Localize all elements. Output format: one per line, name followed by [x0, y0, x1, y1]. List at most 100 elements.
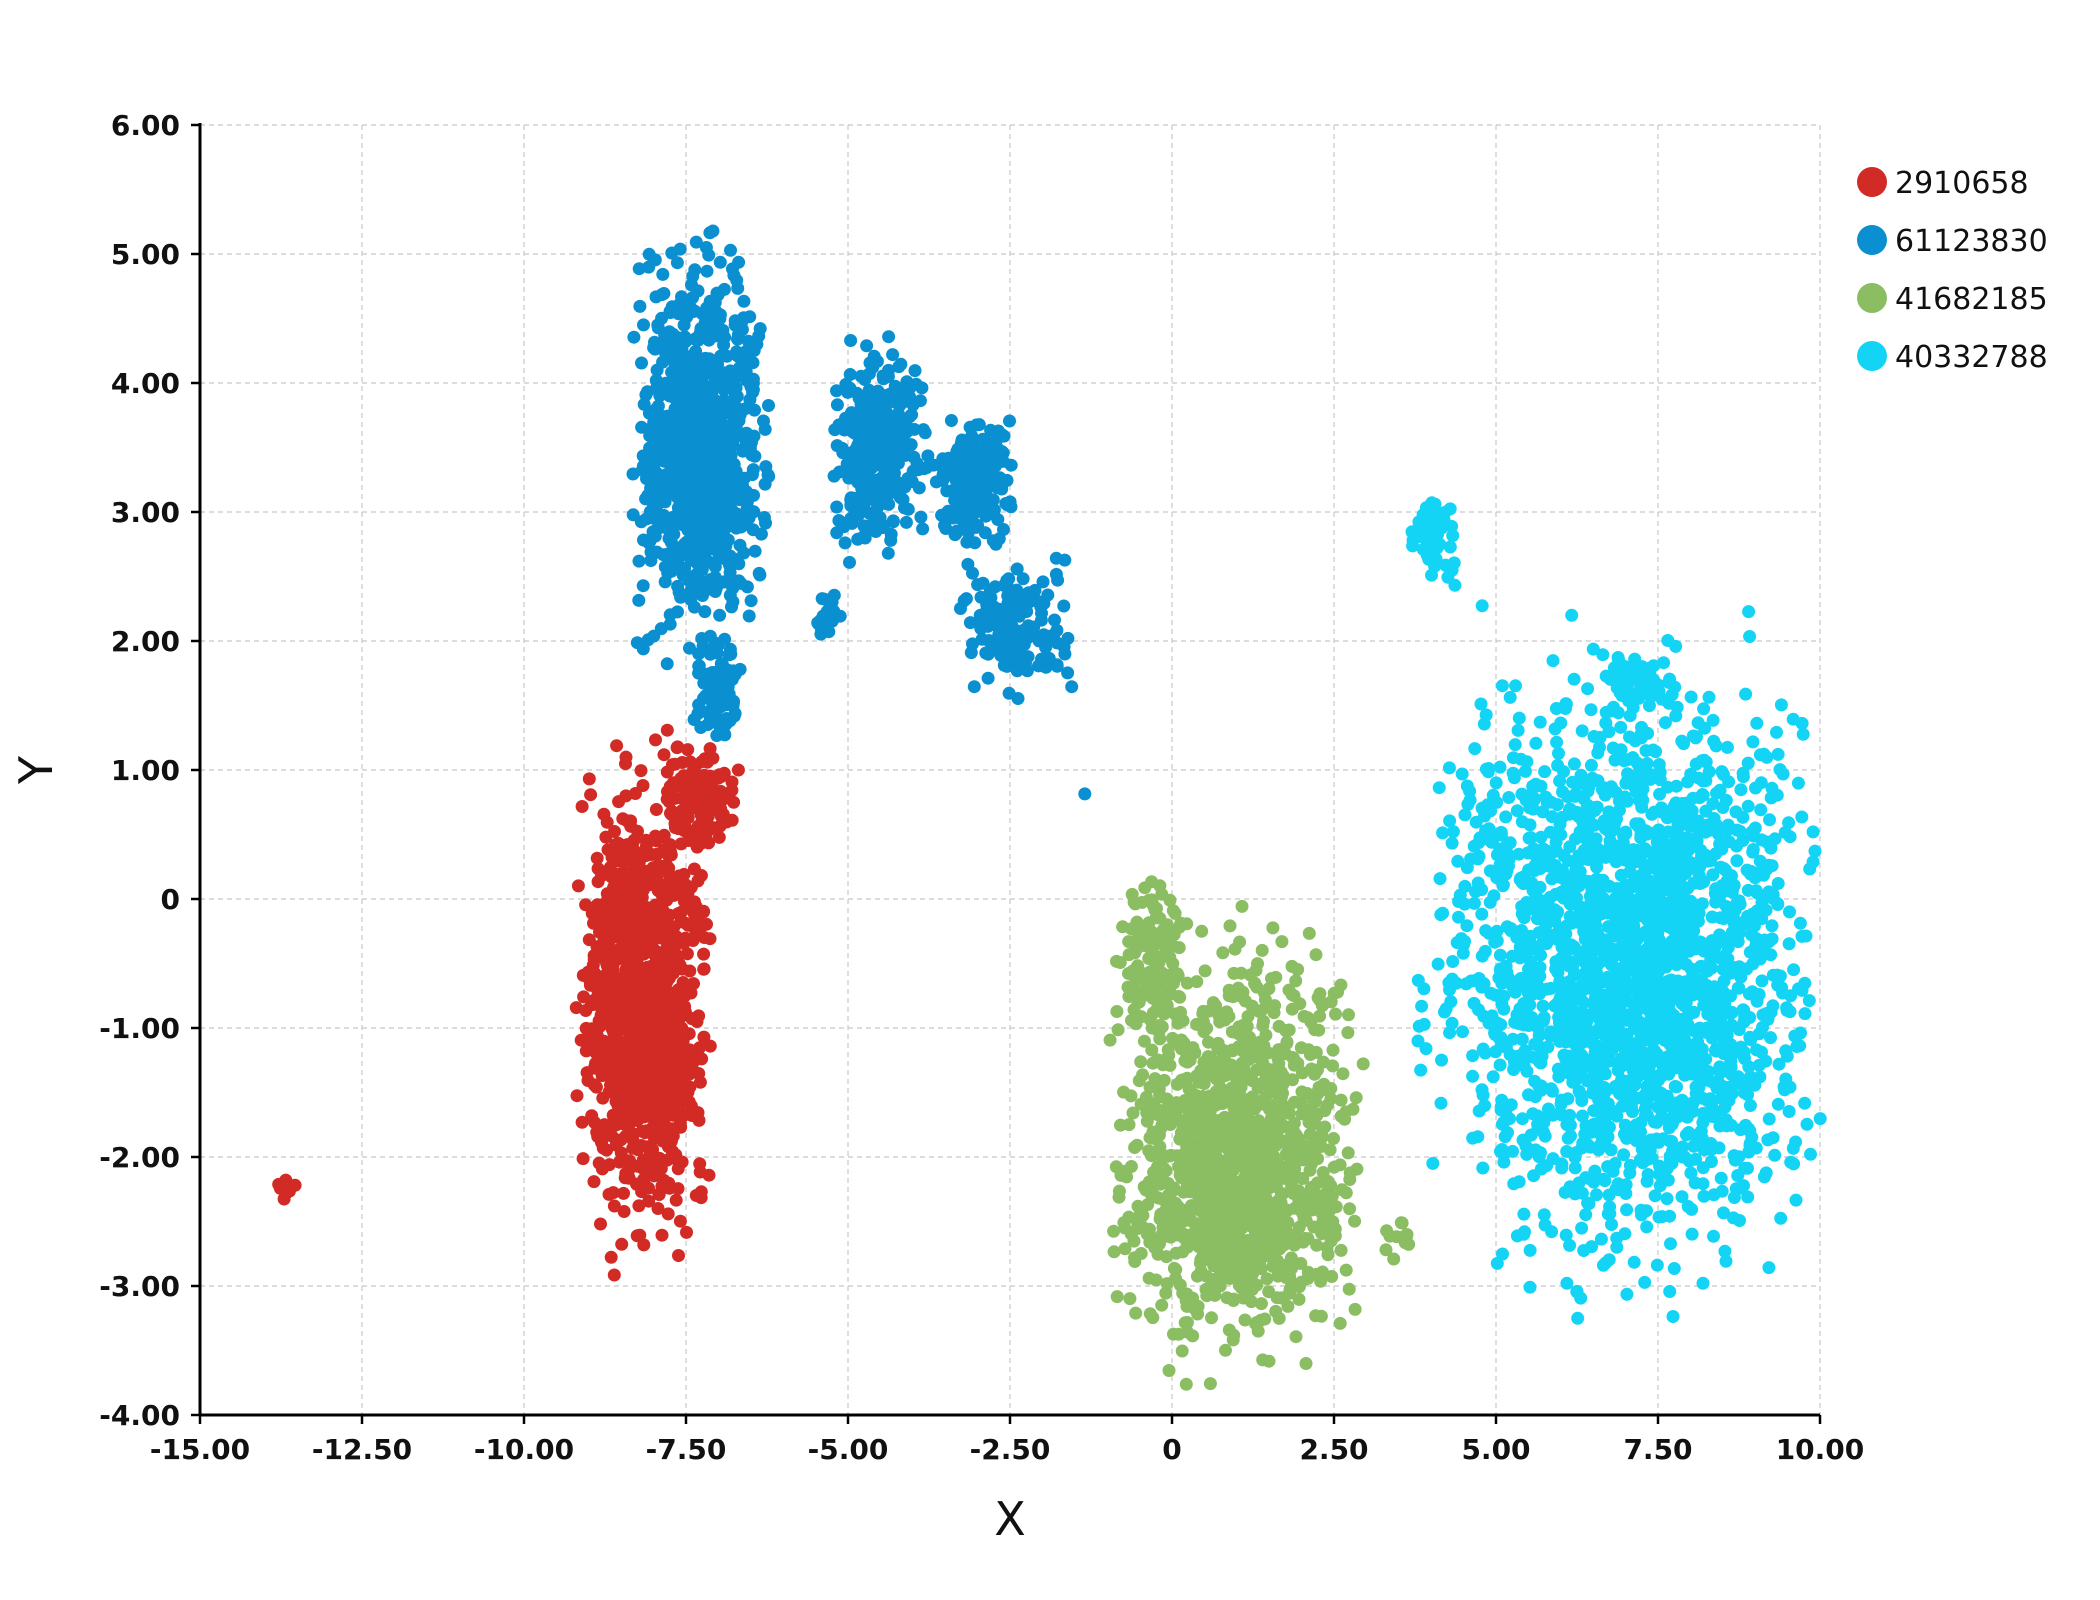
data-point: [587, 1175, 601, 1189]
data-point: [843, 555, 856, 569]
data-point: [635, 1185, 649, 1199]
data-point: [870, 502, 884, 516]
data-point: [846, 409, 860, 423]
data-point: [596, 1130, 610, 1144]
data-point: [1567, 672, 1581, 686]
data-point: [1225, 1223, 1239, 1237]
data-point: [1660, 1192, 1674, 1206]
data-point: [1237, 1059, 1251, 1073]
data-point: [649, 449, 663, 462]
data-point: [609, 1138, 623, 1152]
data-point: [864, 447, 878, 461]
data-point: [644, 545, 658, 559]
data-point: [1271, 1269, 1285, 1283]
data-point: [1314, 1131, 1328, 1145]
data-point: [595, 1069, 609, 1083]
data-point: [627, 330, 641, 344]
data-point: [699, 689, 713, 703]
data-point: [670, 256, 684, 270]
data-point: [632, 554, 646, 568]
data-point: [612, 837, 626, 851]
data-point: [635, 1124, 649, 1138]
data-point: [1117, 1085, 1131, 1099]
data-point: [647, 1169, 661, 1183]
data-point: [1156, 1058, 1170, 1072]
data-point: [703, 629, 717, 643]
data-point: [689, 575, 703, 589]
data-point: [1313, 987, 1327, 1001]
data-point: [1280, 1035, 1294, 1049]
data-point: [830, 398, 844, 412]
data-point: [914, 510, 928, 524]
data-point: [657, 748, 671, 762]
data-point: [622, 955, 636, 969]
data-point: [683, 755, 697, 769]
data-point: [848, 443, 862, 457]
data-point: [696, 497, 710, 511]
data-point: [1198, 964, 1212, 978]
data-point: [1602, 725, 1616, 739]
data-point: [886, 348, 900, 362]
data-point: [1167, 928, 1181, 941]
data-point: [1285, 988, 1299, 1001]
data-point: [621, 966, 635, 980]
data-point: [620, 1034, 634, 1048]
data-point: [1356, 1057, 1370, 1071]
data-point: [638, 1041, 652, 1055]
data-point: [661, 1207, 675, 1221]
data-point: [570, 1089, 584, 1103]
data-point: [1078, 787, 1092, 801]
data-point: [603, 860, 617, 874]
data-point: [576, 1152, 590, 1166]
data-point: [661, 1022, 675, 1036]
data-point: [1220, 1194, 1234, 1208]
data-point: [635, 420, 649, 434]
data-point: [1782, 1105, 1796, 1118]
data-point: [664, 806, 677, 820]
data-point: [744, 594, 758, 608]
data-point: [1253, 1256, 1267, 1270]
data-point: [677, 867, 691, 881]
data-point: [703, 1039, 717, 1053]
data-point: [994, 642, 1008, 656]
data-point: [730, 429, 744, 443]
data-point: [666, 776, 680, 790]
data-point: [713, 255, 727, 269]
data-point: [1171, 1016, 1185, 1030]
data-point: [991, 513, 1005, 526]
data-point: [1143, 1307, 1157, 1321]
data-point: [657, 830, 671, 844]
data-point: [590, 898, 604, 912]
data-point: [1176, 1116, 1190, 1129]
data-point: [1219, 1343, 1232, 1357]
data-point: [1299, 1357, 1313, 1370]
data-point: [1122, 1118, 1136, 1132]
data-point: [1244, 1157, 1258, 1170]
data-point: [667, 920, 681, 934]
data-point: [724, 243, 737, 257]
data-point: [671, 949, 685, 963]
data-point: [1295, 1107, 1309, 1121]
data-point: [691, 459, 705, 473]
data-point: [681, 743, 695, 757]
data-point: [582, 933, 596, 947]
data-point: [674, 514, 688, 528]
data-point: [696, 784, 710, 797]
data-point: [607, 1026, 621, 1040]
data-point: [662, 888, 676, 902]
data-point: [649, 373, 663, 387]
data-point: [623, 1154, 637, 1168]
data-point: [587, 949, 601, 963]
data-point: [718, 575, 732, 589]
data-point: [666, 758, 679, 772]
data-point: [677, 318, 691, 332]
data-point: [1380, 1224, 1394, 1238]
data-point: [1243, 968, 1257, 982]
data-point: [697, 904, 710, 918]
data-point: [686, 269, 700, 283]
data-point: [684, 553, 698, 567]
data-point: [702, 395, 716, 409]
data-point: [1307, 1220, 1321, 1234]
data-point: [915, 381, 929, 395]
data-point: [660, 723, 674, 737]
